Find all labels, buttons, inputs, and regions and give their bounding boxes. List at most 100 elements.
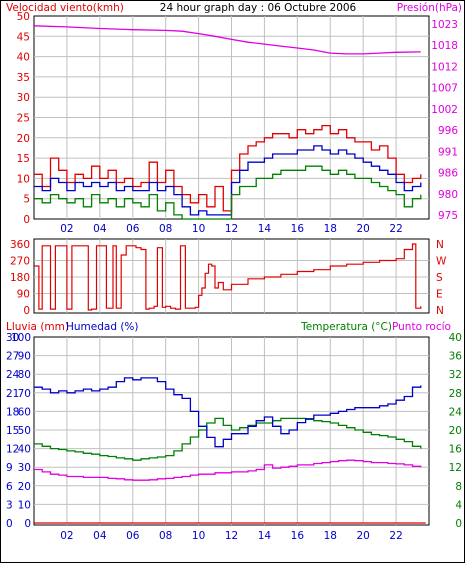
temperature-axis-label: Temperatura (°C) bbox=[300, 321, 392, 333]
dew-point-axis-label: Punto rocío bbox=[392, 321, 451, 333]
humidity-ticks: 0 10 20 30 40 50 60 70 80 90 100 bbox=[11, 332, 31, 530]
humidity-tick-label: 80 bbox=[18, 369, 31, 381]
rain-tick-label: 18 bbox=[6, 406, 19, 418]
pressure-line bbox=[33, 25, 421, 55]
direction-degree-label: 0 bbox=[23, 305, 30, 317]
wind-direction-line bbox=[34, 243, 422, 311]
wind-speed-tick-label: 5 bbox=[23, 194, 30, 206]
direction-compass-label: E bbox=[436, 289, 443, 301]
rain-axis-label: Lluvia (mm) bbox=[6, 321, 69, 333]
rain-tick-label: 3 bbox=[6, 499, 13, 511]
rain-tick-label: 12 bbox=[6, 444, 19, 456]
rain-tick-label: 21 bbox=[6, 388, 19, 400]
hour-tick-label: 02 bbox=[60, 223, 73, 235]
rain-tick-label: 30 bbox=[6, 332, 19, 344]
temperature-ticks: 0 4 8 12 16 20 24 28 32 36 40 bbox=[449, 332, 463, 530]
temperature-tick-label: 20 bbox=[449, 425, 462, 437]
temp-series bbox=[34, 377, 426, 524]
pressure-tick-label: 975 bbox=[438, 210, 458, 222]
wind-series bbox=[33, 25, 422, 220]
humidity-tick-label: 60 bbox=[18, 406, 31, 418]
hour-tick-label: 22 bbox=[389, 223, 402, 235]
rain-tick-label: 0 bbox=[6, 518, 13, 530]
pressure-tick-label: 980 bbox=[438, 189, 458, 201]
hour-tick-label: 06 bbox=[126, 530, 140, 542]
rain-tick-label: 6 bbox=[6, 481, 13, 493]
hour-tick-label: 20 bbox=[356, 530, 369, 542]
pressure-tick-label: 1002 bbox=[431, 104, 458, 116]
wind-speed-tick-label: 45 bbox=[17, 31, 30, 43]
humidity-tick-label: 0 bbox=[24, 518, 31, 530]
hour-tick-label: 16 bbox=[291, 223, 305, 235]
pressure-tick-label: 986 bbox=[438, 168, 458, 180]
hour-tick-label: 14 bbox=[258, 223, 272, 235]
hour-tick-label: 04 bbox=[93, 223, 107, 235]
wind-speed-tick-label: 0 bbox=[23, 214, 30, 226]
direction-degree-label: 360 bbox=[10, 239, 30, 251]
direction-compass-label: N bbox=[436, 239, 444, 251]
wind-speed-tick-label: 10 bbox=[17, 173, 30, 185]
pressure-tick-label: 996 bbox=[438, 125, 458, 137]
hour-tick-label: 08 bbox=[159, 530, 172, 542]
temperature-tick-label: 4 bbox=[455, 499, 462, 511]
rain-ticks: 0 3 6 9 12 15 18 21 24 27 30 bbox=[6, 332, 20, 530]
pressure-tick-label: 1007 bbox=[431, 83, 458, 95]
hour-tick-label: 10 bbox=[192, 223, 205, 235]
humidity-tick-label: 40 bbox=[18, 444, 31, 456]
pressure-tick-label: 1023 bbox=[431, 19, 458, 31]
wind-hour-ticks: 02 04 06 08 10 12 14 16 18 20 22 bbox=[60, 223, 403, 235]
pressure-tick-label: 1012 bbox=[431, 61, 458, 73]
direction-compass-label: W bbox=[436, 256, 447, 268]
humidity-line bbox=[34, 377, 422, 448]
wind-speed-tick-label: 20 bbox=[17, 133, 30, 145]
direction-series bbox=[34, 243, 422, 311]
direction-degree-label: 180 bbox=[10, 272, 30, 284]
rain-tick-label: 27 bbox=[6, 351, 19, 363]
temperature-tick-label: 16 bbox=[449, 444, 463, 456]
hour-tick-label: 20 bbox=[356, 223, 369, 235]
direction-compass-label: S bbox=[436, 272, 443, 284]
hour-tick-label: 06 bbox=[126, 223, 140, 235]
humidity-tick-label: 30 bbox=[18, 462, 31, 474]
hour-tick-label: 18 bbox=[324, 223, 337, 235]
hour-tick-label: 16 bbox=[291, 530, 305, 542]
rain-tick-label: 15 bbox=[6, 425, 19, 437]
hour-tick-label: 14 bbox=[258, 530, 272, 542]
gust-line bbox=[34, 124, 422, 212]
temperature-tick-label: 8 bbox=[455, 481, 462, 493]
dew-point-line bbox=[34, 459, 422, 481]
humidity-tick-label: 100 bbox=[11, 332, 31, 344]
hour-tick-label: 12 bbox=[225, 223, 238, 235]
direction-degree-label: 90 bbox=[17, 289, 30, 301]
wind-speed-tick-label: 30 bbox=[17, 92, 30, 104]
hour-tick-label: 10 bbox=[192, 530, 205, 542]
hour-tick-label: 18 bbox=[324, 530, 337, 542]
humidity-tick-label: 10 bbox=[18, 499, 31, 511]
pressure-ticks: 975 980 986 991 996 1002 1007 1012 1018 1023 bbox=[431, 19, 458, 222]
humidity-tick-label: 70 bbox=[18, 388, 31, 400]
temp-hour-ticks: 02 04 06 08 10 12 14 16 18 20 22 bbox=[60, 530, 403, 542]
humidity-axis-label: Humedad (%) bbox=[66, 321, 139, 333]
hour-tick-label: 12 bbox=[225, 530, 238, 542]
temperature-tick-label: 12 bbox=[449, 462, 462, 474]
temperature-tick-label: 32 bbox=[449, 369, 462, 381]
temperature-tick-label: 36 bbox=[449, 351, 463, 363]
hour-tick-label: 08 bbox=[159, 223, 172, 235]
temperature-tick-label: 24 bbox=[449, 406, 463, 418]
direction-degree-label: 270 bbox=[10, 256, 30, 268]
direction-grid bbox=[34, 239, 429, 313]
wind-speed-ticks: 0 5 10 15 20 25 30 35 40 45 50 bbox=[17, 11, 30, 226]
pressure-tick-label: 991 bbox=[438, 146, 458, 158]
wind-speed-tick-label: 15 bbox=[17, 153, 30, 165]
temperature-tick-label: 0 bbox=[455, 518, 462, 530]
wind-speed-tick-label: 35 bbox=[17, 72, 30, 84]
wind-speed-tick-label: 25 bbox=[17, 113, 30, 125]
pressure-tick-label: 1018 bbox=[431, 40, 458, 52]
hour-tick-label: 02 bbox=[60, 530, 73, 542]
temp-humidity-panel: Lluvia (mm) Humedad (%) Temperatura (°C)… bbox=[6, 321, 462, 542]
direction-compass-label: N bbox=[436, 305, 444, 317]
wind-line bbox=[34, 145, 422, 216]
direction-degree-ticks: 0 90 180 270 360 bbox=[10, 239, 30, 317]
